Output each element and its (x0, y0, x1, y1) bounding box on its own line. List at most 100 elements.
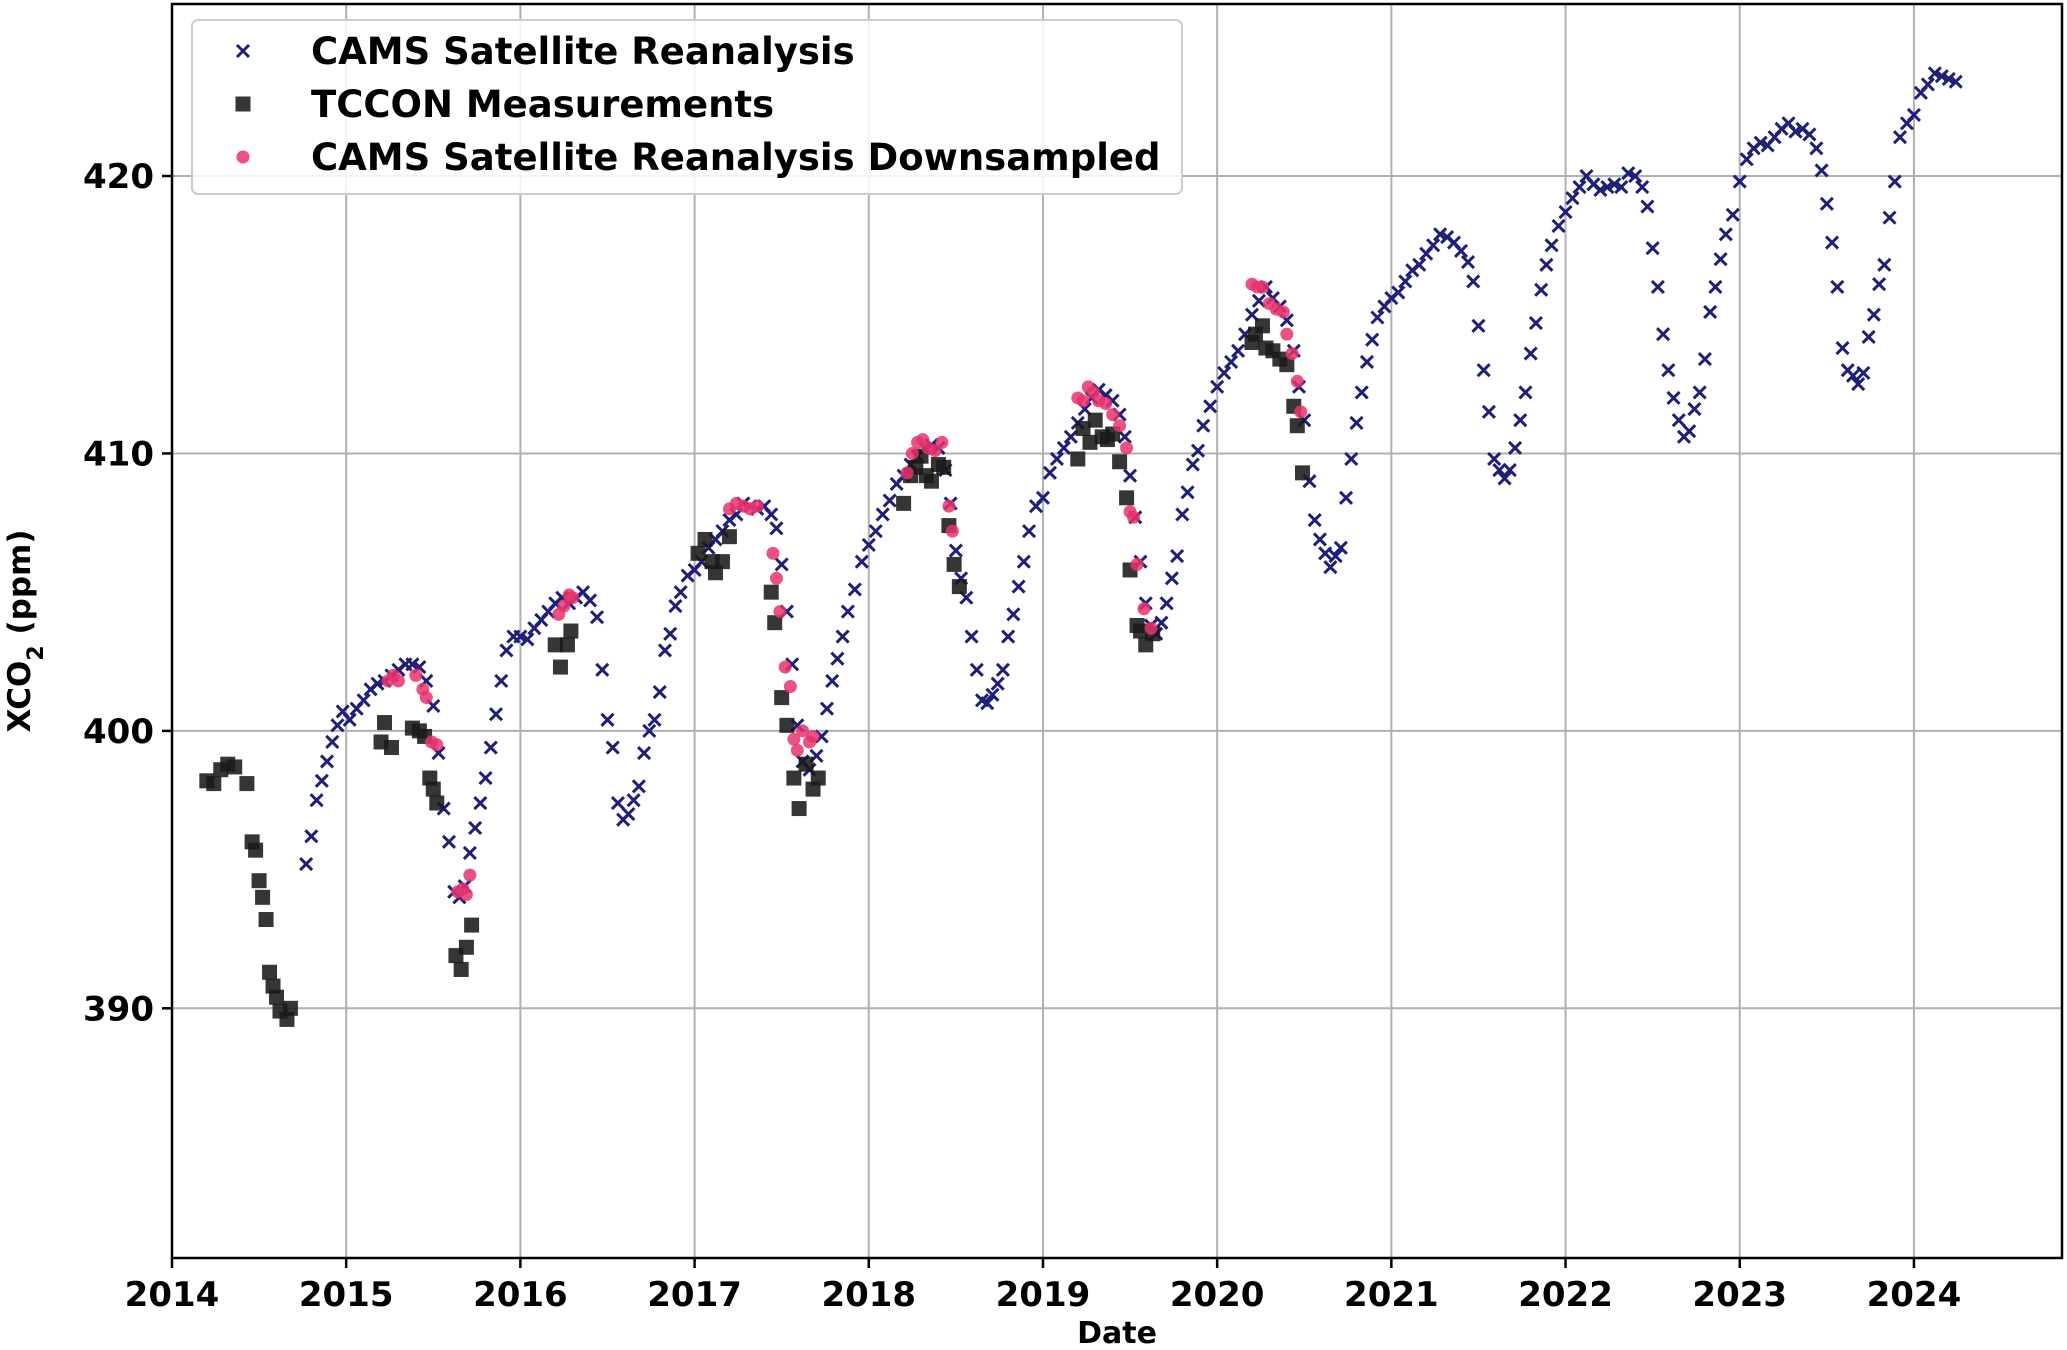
cams-point (1349, 415, 1364, 430)
cams-point (1703, 304, 1718, 320)
tccon-point (282, 1000, 298, 1016)
cams-point (1544, 238, 1559, 253)
tccon-point (258, 912, 274, 928)
legend-items: CAMS Satellite Reanalysis TCCON Measureme… (235, 30, 1160, 179)
cams-downsampled-point (566, 591, 580, 605)
cams-point (882, 493, 897, 508)
cams-point (1460, 254, 1476, 270)
y-tick-label: 420 (83, 157, 154, 197)
tccon-point (1070, 451, 1086, 467)
tccon-point (1087, 412, 1103, 428)
cams-point (1666, 390, 1681, 406)
cams-point (605, 740, 620, 755)
cams-point (600, 712, 615, 727)
cams-point (1035, 490, 1051, 505)
x-tick-label: 2023 (1692, 1275, 1787, 1315)
cams-downsampled-point (787, 732, 801, 746)
tccon-point (552, 659, 568, 675)
cams-point (990, 676, 1005, 691)
cams-point (1906, 107, 1922, 123)
cams-point (520, 632, 535, 647)
cams-point (652, 684, 667, 700)
cams-point (647, 712, 662, 727)
cams-downsampled-point (1113, 419, 1127, 433)
x-tick-label: 2018 (821, 1275, 916, 1315)
cams-point (1565, 191, 1580, 206)
y-axis-label: XCO2 (ppm) (2, 529, 49, 732)
tccon-point (262, 964, 278, 980)
cams-point (861, 537, 876, 553)
cams-point (1856, 365, 1871, 381)
cams-point (314, 773, 329, 788)
tccon-point (779, 717, 795, 733)
cams-point (1845, 368, 1861, 383)
cams-point (1328, 549, 1343, 564)
cams-downsampled-point (1144, 621, 1158, 635)
cams-point (1338, 490, 1354, 505)
cams-point (1725, 207, 1740, 222)
cams-downsampled-point (900, 466, 914, 480)
cams-point (1042, 465, 1058, 480)
cams-point (1635, 180, 1650, 195)
cams-downsampled-point (945, 524, 959, 538)
cams-point (1534, 282, 1549, 297)
cams-point (483, 740, 498, 755)
grid-layer (171, 4, 2062, 1258)
y-tick-label: 410 (83, 434, 154, 474)
cams-point (462, 845, 477, 861)
cams-point (854, 554, 869, 569)
cams-downsampled-point (430, 738, 444, 752)
cams-point (473, 795, 488, 811)
cams-point (1851, 377, 1866, 392)
cams-downsampled-point (1106, 408, 1120, 422)
tccon-point (1119, 490, 1135, 506)
cams-point (478, 770, 493, 786)
cams-downsampled-point (790, 743, 804, 757)
cams-point (1814, 163, 1829, 178)
y-axis-label-subscript: 2 (24, 645, 49, 660)
cams-point (356, 693, 371, 708)
cams-downsampled-point (935, 435, 949, 449)
cams-point (1502, 463, 1517, 478)
cams-point (319, 754, 335, 769)
cams-downsampled-point (806, 729, 820, 743)
cams-point (1251, 293, 1267, 308)
cams-point (964, 629, 979, 644)
data-layer (199, 66, 1963, 1027)
tccon-point (946, 556, 962, 572)
tccon-point (227, 759, 243, 775)
tccon-point (206, 776, 222, 792)
x-tick-label: 2016 (473, 1275, 568, 1315)
cams-downsampled-point (1280, 327, 1294, 341)
tccon-point (923, 473, 939, 489)
cams-point (1453, 243, 1469, 258)
tccon-point (255, 889, 271, 905)
tccon-point (786, 770, 802, 786)
cams-point (1481, 404, 1496, 419)
series-2 (199, 318, 1311, 1027)
tccon-point (429, 795, 445, 811)
cams-downsampled-point (459, 888, 473, 902)
cams-point (1650, 279, 1665, 295)
cams-point (621, 807, 636, 822)
cams-point (1370, 310, 1385, 325)
tccon-point (697, 531, 713, 547)
cams-point (583, 593, 598, 608)
tccon-point (690, 545, 706, 561)
cams-downsampled-point (766, 546, 780, 560)
cams-point (1640, 199, 1655, 214)
cams-point (1164, 571, 1179, 586)
cams-point (1513, 413, 1528, 428)
tccon-point (896, 495, 912, 511)
cams-point (1056, 440, 1071, 455)
y-axis-label-main: XCO (2, 661, 38, 733)
y-tick-label: 390 (83, 989, 154, 1029)
tccon-point (464, 917, 480, 933)
tccon-point (810, 770, 826, 786)
cams-point (1558, 205, 1573, 220)
cams-point (764, 507, 779, 522)
x-axis-label: Date (1077, 1316, 1157, 1346)
cams-point (1359, 354, 1375, 369)
cams-point (1835, 340, 1850, 356)
cams-point (1398, 274, 1413, 289)
